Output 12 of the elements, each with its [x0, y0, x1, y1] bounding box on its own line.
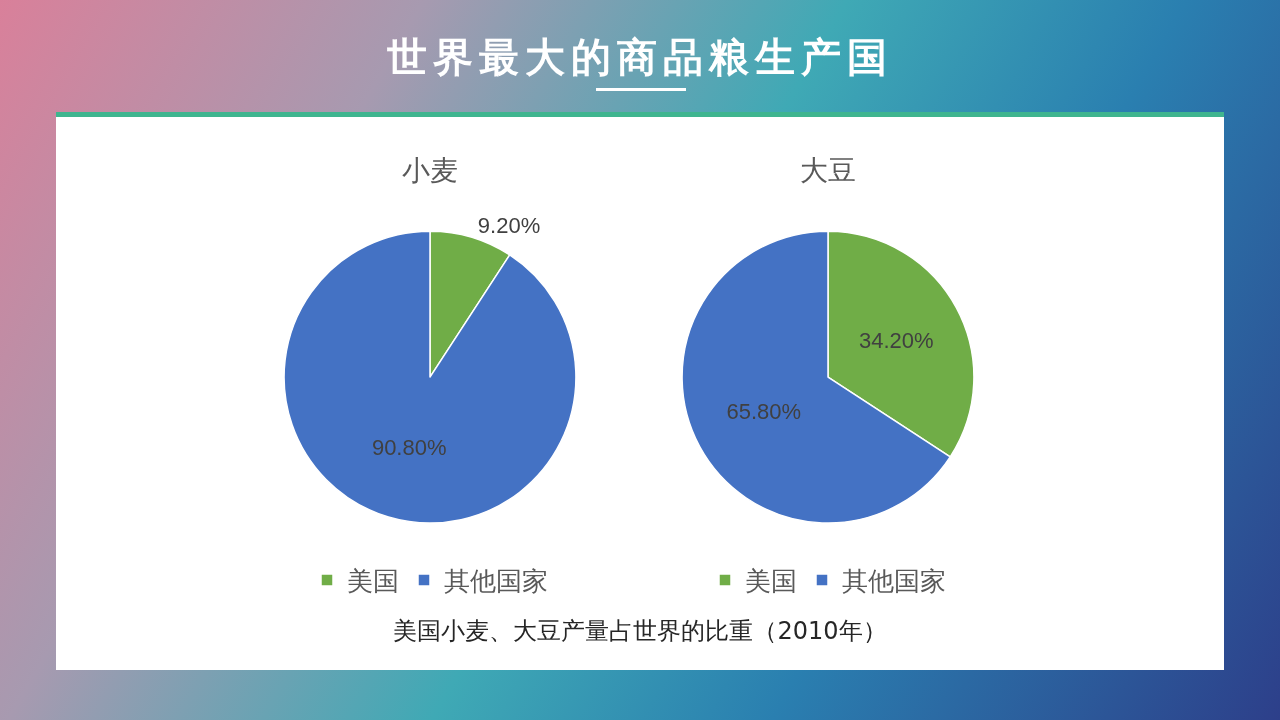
- data-label: 65.80%: [726, 399, 802, 425]
- chart-title: 大豆: [800, 153, 856, 187]
- legend-label: 美国: [347, 566, 399, 597]
- text: 世界最大的商品粮生产国: [386, 33, 894, 82]
- chart-title: 小麦: [402, 153, 458, 187]
- legend-label: 美国: [745, 566, 797, 597]
- legend-label: 其他国家: [444, 566, 548, 597]
- text: 美国小麦、大豆产量占世界的比重（2010年）: [392, 616, 888, 647]
- data-label: 34.20%: [858, 327, 934, 353]
- data-label: 9.20%: [477, 213, 541, 239]
- data-label: 90.80%: [371, 434, 447, 460]
- legend-label: 其他国家: [842, 566, 946, 597]
